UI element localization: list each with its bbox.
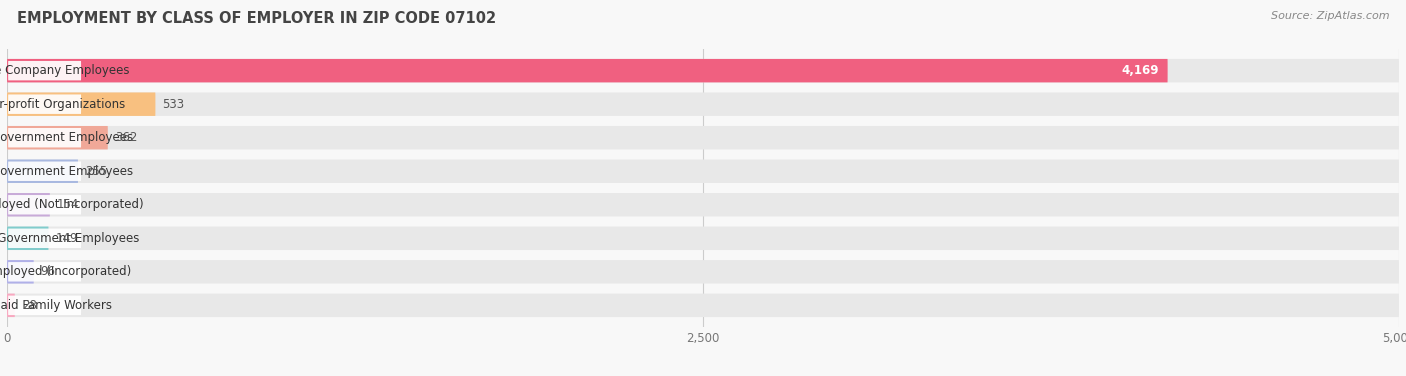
FancyBboxPatch shape <box>8 61 82 80</box>
FancyBboxPatch shape <box>7 260 1399 284</box>
Text: Unpaid Family Workers: Unpaid Family Workers <box>0 299 112 312</box>
Text: Private Company Employees: Private Company Employees <box>0 64 129 77</box>
FancyBboxPatch shape <box>8 128 82 147</box>
FancyBboxPatch shape <box>8 94 82 114</box>
FancyBboxPatch shape <box>7 126 108 149</box>
Text: 149: 149 <box>55 232 77 245</box>
FancyBboxPatch shape <box>7 260 34 284</box>
Text: Self-Employed (Not Incorporated): Self-Employed (Not Incorporated) <box>0 198 143 211</box>
FancyBboxPatch shape <box>7 159 1399 183</box>
Text: Local Government Employees: Local Government Employees <box>0 165 132 178</box>
FancyBboxPatch shape <box>7 126 1399 149</box>
FancyBboxPatch shape <box>7 294 15 317</box>
Text: Federal Government Employees: Federal Government Employees <box>0 232 139 245</box>
FancyBboxPatch shape <box>7 227 49 250</box>
FancyBboxPatch shape <box>8 195 82 214</box>
FancyBboxPatch shape <box>7 92 1399 116</box>
Text: EMPLOYMENT BY CLASS OF EMPLOYER IN ZIP CODE 07102: EMPLOYMENT BY CLASS OF EMPLOYER IN ZIP C… <box>17 11 496 26</box>
Text: 28: 28 <box>21 299 37 312</box>
Text: 4,169: 4,169 <box>1122 64 1160 77</box>
FancyBboxPatch shape <box>8 229 82 248</box>
Text: 154: 154 <box>56 198 79 211</box>
FancyBboxPatch shape <box>7 59 1167 82</box>
Text: 255: 255 <box>84 165 107 178</box>
Text: Source: ZipAtlas.com: Source: ZipAtlas.com <box>1271 11 1389 21</box>
Text: State Government Employees: State Government Employees <box>0 131 134 144</box>
FancyBboxPatch shape <box>7 193 1399 217</box>
FancyBboxPatch shape <box>7 159 77 183</box>
FancyBboxPatch shape <box>7 227 1399 250</box>
Text: Not-for-profit Organizations: Not-for-profit Organizations <box>0 98 125 111</box>
Text: 362: 362 <box>115 131 138 144</box>
Text: 96: 96 <box>41 265 56 278</box>
FancyBboxPatch shape <box>8 162 82 181</box>
Text: 533: 533 <box>162 98 184 111</box>
FancyBboxPatch shape <box>7 59 1399 82</box>
FancyBboxPatch shape <box>8 296 82 315</box>
FancyBboxPatch shape <box>7 92 156 116</box>
FancyBboxPatch shape <box>7 193 49 217</box>
FancyBboxPatch shape <box>7 294 1399 317</box>
Text: Self-Employed (Incorporated): Self-Employed (Incorporated) <box>0 265 131 278</box>
FancyBboxPatch shape <box>8 262 82 282</box>
